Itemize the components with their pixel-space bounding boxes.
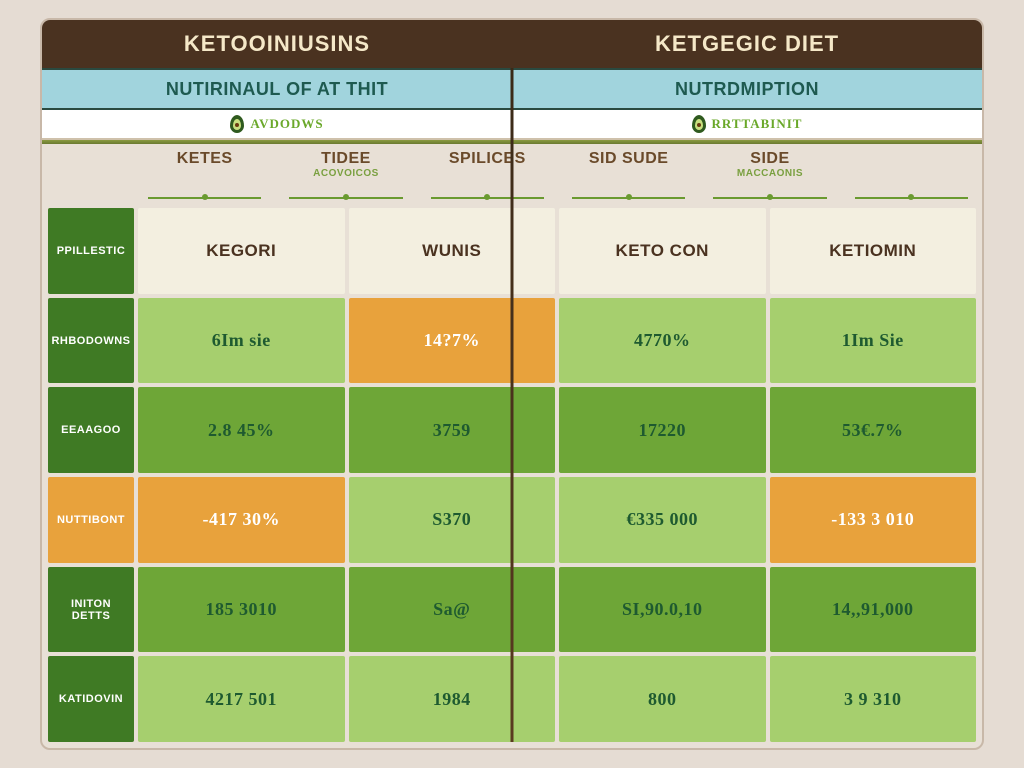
- value-cell: 3759: [349, 387, 556, 473]
- header-cell: KETO CON: [559, 208, 766, 294]
- avocado-icon: [692, 115, 706, 133]
- avo-label-left: AVDODWS: [42, 110, 512, 140]
- value-cell: 17220: [559, 387, 766, 473]
- value-cell: 3 9 310: [770, 656, 977, 742]
- header-cell: WUNIS: [349, 208, 556, 294]
- value-cell: 800: [559, 656, 766, 742]
- avocado-icon: [230, 115, 244, 133]
- value-cell: 185 3010: [138, 567, 345, 653]
- col-header: SIDEMACCAONIS: [699, 144, 840, 192]
- value-cell: 14?7%: [349, 298, 556, 384]
- row-label: RHBODOWNS: [48, 298, 134, 384]
- value-cell: -417 30%: [138, 477, 345, 563]
- title-bar: KETOOINIUSINS KETGEGIC DIET: [42, 20, 982, 68]
- avo-label-right: RRTTABINIT: [512, 110, 982, 140]
- col-header: SID SUDE: [558, 144, 699, 192]
- row-label: PPILLESTIC: [48, 208, 134, 294]
- row-label: EEAAGOO: [48, 387, 134, 473]
- infographic-frame: KETOOINIUSINS KETGEGIC DIET NUTIRINAUL O…: [40, 18, 984, 750]
- subtitle-right: NUTRDMIPTION: [512, 68, 982, 110]
- header-cell: KETIOMIN: [770, 208, 977, 294]
- value-cell: 53€.7%: [770, 387, 977, 473]
- avo-text-right: RRTTABINIT: [712, 110, 803, 138]
- title-left: KETOOINIUSINS: [42, 20, 512, 68]
- avo-text-left: AVDODWS: [250, 110, 323, 138]
- col-header: [841, 144, 982, 192]
- value-cell: 1984: [349, 656, 556, 742]
- title-right: KETGEGIC DIET: [512, 20, 982, 68]
- col-header: TIDEEACOVOICOS: [275, 144, 416, 192]
- center-divider: [511, 68, 514, 742]
- col-header: SPILICES: [417, 144, 558, 192]
- row-label: KATIDOVIN: [48, 656, 134, 742]
- value-cell: 14,,91,000: [770, 567, 977, 653]
- row-label: NUTTIBONT: [48, 477, 134, 563]
- header-cell: KEGORI: [138, 208, 345, 294]
- value-cell: 2.8 45%: [138, 387, 345, 473]
- row-label: INITON DETTS: [48, 567, 134, 653]
- value-cell: 1Im Sie: [770, 298, 977, 384]
- col-header: KETES: [134, 144, 275, 192]
- value-cell: 4217 501: [138, 656, 345, 742]
- value-cell: -133 3 010: [770, 477, 977, 563]
- value-cell: €335 000: [559, 477, 766, 563]
- value-cell: SI,90.0,10: [559, 567, 766, 653]
- value-cell: 6Im sie: [138, 298, 345, 384]
- header-spacer: [42, 144, 134, 192]
- value-cell: 4770%: [559, 298, 766, 384]
- value-cell: S370: [349, 477, 556, 563]
- subtitle-left: NUTIRINAUL OF AT THIT: [42, 68, 512, 110]
- value-cell: Sa@: [349, 567, 556, 653]
